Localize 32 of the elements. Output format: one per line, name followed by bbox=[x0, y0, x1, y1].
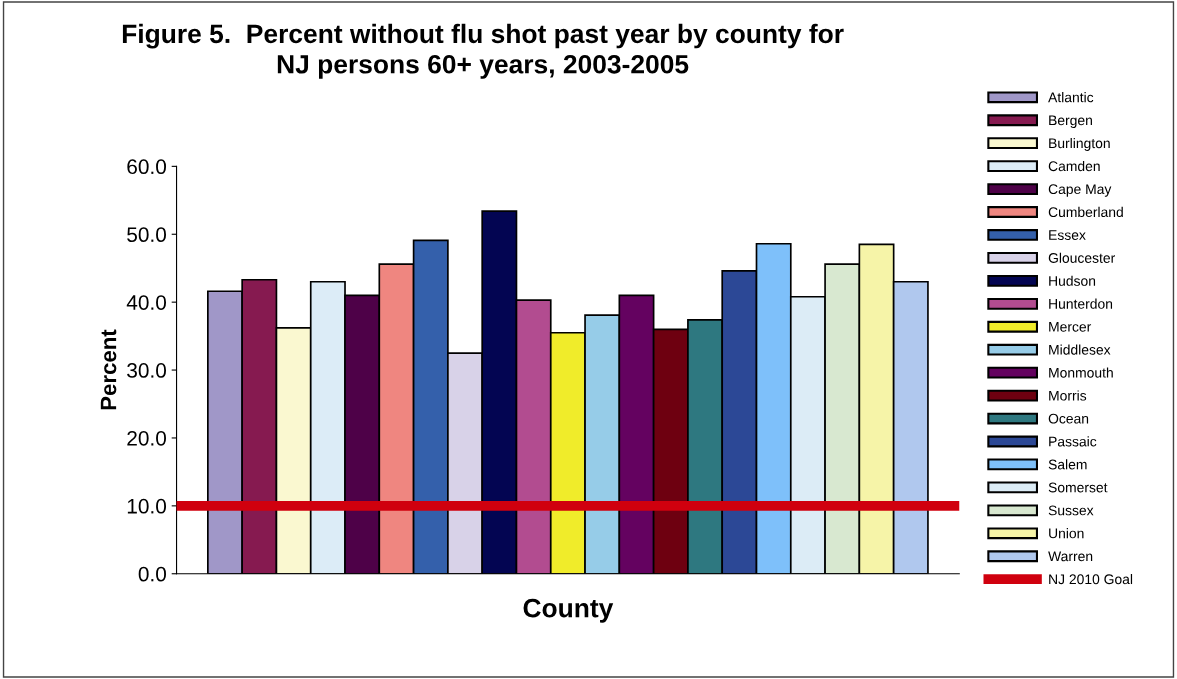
legend-label: Salem bbox=[1048, 459, 1087, 470]
legend-label: Union bbox=[1049, 528, 1084, 539]
legend-label: Monmouth bbox=[1049, 367, 1113, 378]
legend-label: Essex bbox=[1049, 230, 1086, 240]
legend-label: Burlington bbox=[1049, 137, 1110, 151]
legend-label: Cumberland bbox=[1048, 206, 1123, 218]
y-tick-label: 30.0 bbox=[127, 363, 167, 378]
legend-label: Passaic bbox=[1049, 436, 1097, 447]
legend-label: Atlantic bbox=[1048, 92, 1094, 103]
y-tick-label: 50.0 bbox=[127, 227, 167, 243]
legend-label: Somerset bbox=[1048, 482, 1108, 493]
legend-label: Middlesex bbox=[1049, 344, 1111, 355]
y-axis-title: Percent bbox=[100, 329, 117, 410]
legend-label: NJ 2010 Goal bbox=[1049, 573, 1133, 585]
legend-label: Cape May bbox=[1048, 184, 1112, 197]
y-tick-label: 10.0 bbox=[127, 498, 167, 514]
y-tick-label: 40.0 bbox=[126, 295, 167, 310]
x-axis-title: County bbox=[523, 598, 614, 623]
legend-label: Bergen bbox=[1049, 115, 1092, 128]
y-tick-label: 60.0 bbox=[127, 159, 167, 175]
y-tick-label: 20.0 bbox=[127, 430, 167, 446]
legend-label: Morris bbox=[1049, 390, 1087, 401]
legend-label: Warren bbox=[1048, 551, 1093, 562]
legend-label: Mercer bbox=[1049, 322, 1092, 332]
legend-label: Camden bbox=[1048, 160, 1100, 172]
legend-label: Sussex bbox=[1048, 505, 1094, 516]
legend-label: Hunterdon bbox=[1049, 298, 1113, 309]
legend-label: Gloucester bbox=[1048, 252, 1115, 263]
legend-label: Ocean bbox=[1048, 413, 1089, 424]
legend-label: Hudson bbox=[1049, 275, 1096, 286]
chart-title: Figure 5. Percent without flu shot past year by county for NJ persons 60+ years, 2003-2005 bbox=[122, 23, 844, 79]
y-tick-label: 0.0 bbox=[138, 566, 167, 582]
